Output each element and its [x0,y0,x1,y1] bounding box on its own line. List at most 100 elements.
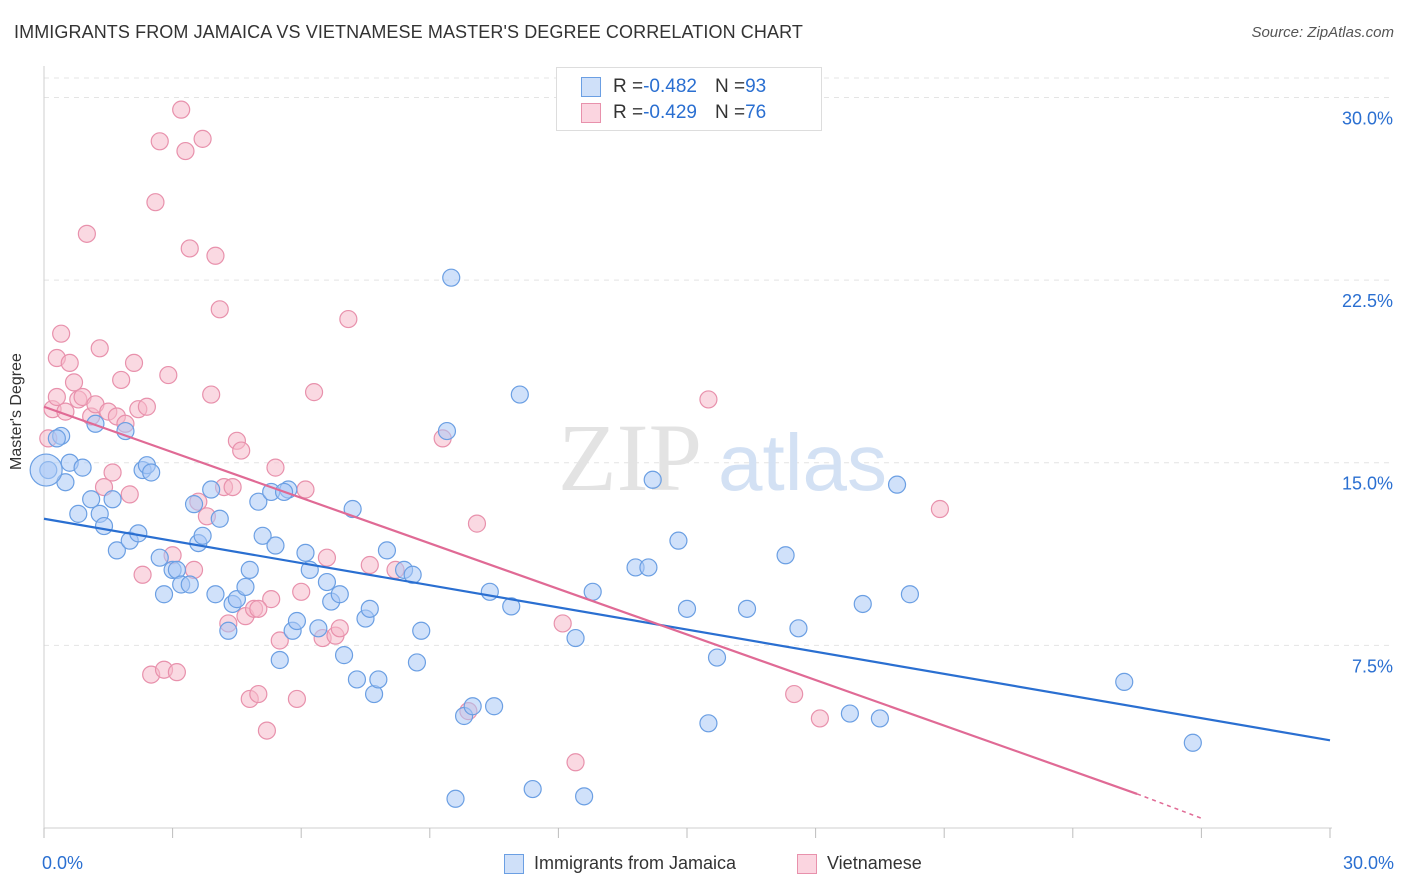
jamaica-point [210,509,229,528]
jamaica-point [296,543,315,562]
vietnamese-point [64,373,84,392]
vietnamese-point [257,721,277,740]
vietnamese-point [167,663,186,682]
legend-label: Vietnamese [827,853,922,873]
jamaica-point [737,599,757,618]
trendlines [43,405,1331,819]
jamaica-point [566,628,585,648]
vietnamese-point [133,565,152,584]
legend-label: Immigrants from Jamaica [534,853,737,873]
jamaica-point [249,492,268,511]
jamaica-point [343,499,362,519]
vietnamese-point [52,324,71,343]
vietnamese-point [360,555,379,575]
jamaica-point [442,268,461,287]
axes [43,66,1332,838]
y-tick-label: 30.0% [1342,108,1393,128]
jamaica-point [309,619,328,638]
n-value: 93 [745,76,767,97]
jamaica-trendline [43,517,1331,742]
jamaica-point [103,490,122,509]
jamaica-point [480,582,499,601]
r-label: R = [613,102,644,123]
jamaica-point [270,650,289,670]
vietnamese-point [249,599,268,618]
watermark-atlas: atlas [718,418,887,507]
x-tick-min: 0.0% [42,853,84,873]
jamaica-point [347,670,367,689]
vietnamese-point [223,477,242,497]
jamaica-point [180,575,199,594]
vietnamese-point [103,463,122,482]
vietnamese-point [60,353,79,373]
vietnamese-point [810,709,829,728]
vietnamese-point [467,514,487,533]
vietnamese-trendline [43,405,1138,795]
vietnamese-point [304,383,324,402]
legend-item-jamaica[interactable]: Immigrants from Jamaica [504,853,736,874]
jamaica-point [240,560,259,579]
watermark: ZIP atlas [558,404,887,511]
source-label: Source: ZipAtlas.com [1251,24,1394,41]
vietnamese-point [176,141,195,161]
vietnamese-point [120,485,139,504]
jamaica-point [202,480,221,499]
legend-swatch-jamaica [581,77,601,97]
vietnamese-point [146,193,165,212]
vietnamese-point [553,614,572,633]
jamaica-point [184,495,204,514]
vietnamese-point [206,246,225,265]
y-tick-label: 15.0% [1342,474,1393,494]
legend-item-vietnamese[interactable]: Vietnamese [797,853,922,874]
legend-swatch-vietnamese [581,103,601,123]
vietnamese-trendline-extension [1136,793,1202,819]
y-tick-label: 22.5% [1342,291,1393,311]
jamaica-point [219,621,238,640]
vietnamese-point [159,365,178,385]
jamaica-point [94,516,114,536]
jamaica-point [377,541,397,560]
jamaica-point [437,421,457,441]
vietnamese-point [330,619,349,638]
jamaica-point [1115,672,1134,691]
jamaica-point [485,697,504,716]
jamaica-point [47,429,66,448]
jamaica-point [330,585,349,604]
jamaica-point [287,611,307,631]
vietnamese-point [266,458,285,477]
y-tick-label: 7.5% [1352,656,1393,676]
jamaica-point [107,541,126,560]
vietnamese-point [172,100,191,119]
jamaica-point [142,463,161,482]
jamaica-point [360,599,379,618]
jamaica-point [776,546,795,565]
legend-swatch [797,853,817,874]
jamaica-point [82,490,101,509]
vietnamese-point [150,132,169,151]
jamaica-point [502,597,521,616]
jamaica-point [677,599,697,618]
jamaica-point [900,585,920,604]
jamaica-point [510,385,529,404]
vietnamese-point [296,480,315,499]
jamaica-point [253,526,272,545]
jamaica-point [369,670,388,689]
vietnamese-point [339,309,358,329]
vietnamese-point [270,631,289,650]
jamaica-point [643,470,662,489]
jamaica-point [236,577,255,597]
legend-row-jamaica: R = -0.482 N = 93 [581,75,766,99]
vietnamese-point [193,129,212,148]
jamaica-point [266,536,285,555]
n-value: 76 [745,102,767,123]
jamaica-point [206,585,225,604]
r-value: -0.482 [643,76,697,97]
vietnamese-point [249,684,268,704]
jamaica-point [150,548,169,567]
legend-swatch [504,853,524,874]
jamaica-point [116,421,135,441]
jamaica-point [575,787,594,806]
jamaica-point [853,594,872,614]
vietnamese-point [180,239,199,258]
